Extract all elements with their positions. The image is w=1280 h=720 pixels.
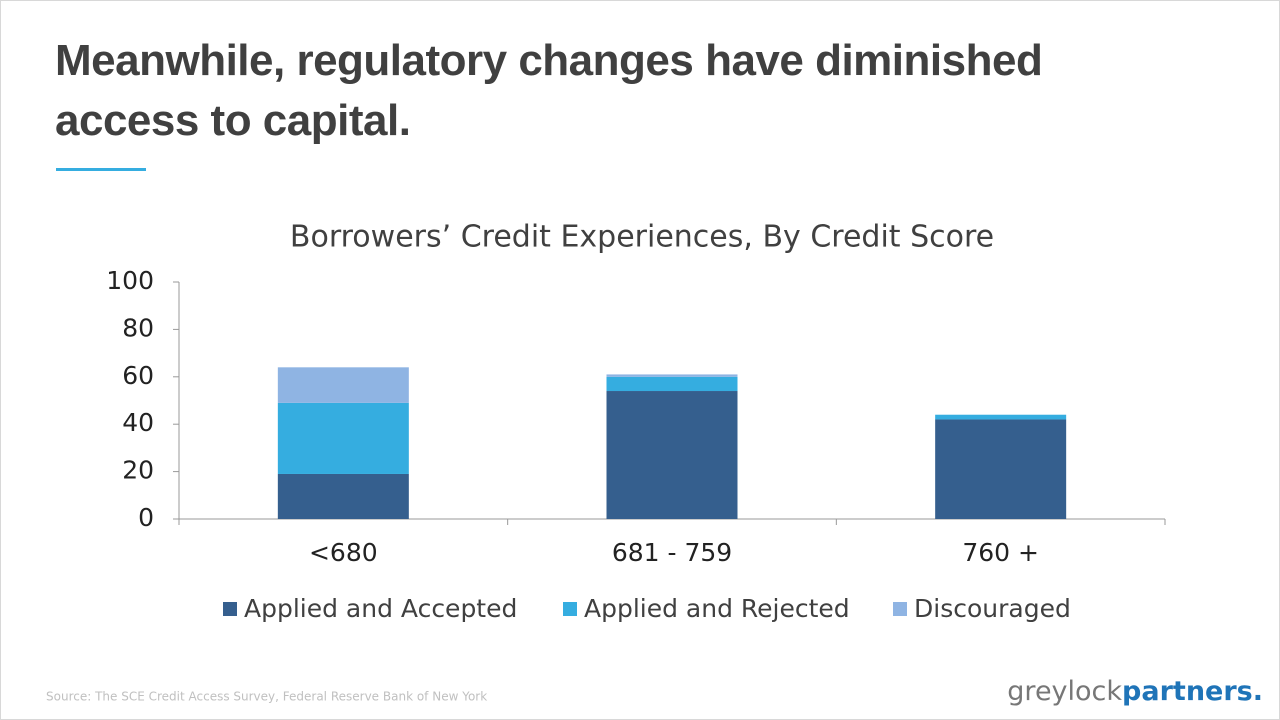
title-underline bbox=[56, 168, 146, 171]
logo-right: partners. bbox=[1122, 676, 1263, 707]
y-tick-label: 100 bbox=[106, 266, 154, 295]
y-tick-label: 80 bbox=[122, 313, 154, 342]
x-tick-label: 760 + bbox=[962, 538, 1039, 567]
legend-label: Discouraged bbox=[914, 594, 1071, 623]
y-tick-label: 0 bbox=[138, 503, 154, 532]
x-tick-label: <680 bbox=[309, 538, 378, 567]
bar-segment bbox=[277, 367, 409, 403]
logo: greylockpartners. bbox=[1007, 676, 1263, 707]
y-tick-label: 60 bbox=[122, 361, 154, 390]
legend-label: Applied and Accepted bbox=[244, 594, 517, 623]
legend-swatch bbox=[563, 602, 577, 616]
legend-swatch bbox=[223, 602, 237, 616]
slide-title: Meanwhile, regulatory changes have dimin… bbox=[55, 36, 1043, 145]
x-tick-label: 681 - 759 bbox=[612, 538, 732, 567]
source: Source: The SCE Credit Access Survey, Fe… bbox=[46, 690, 487, 704]
y-tick-label: 40 bbox=[122, 408, 154, 437]
logo-left: greylock bbox=[1007, 676, 1122, 707]
bar-segment bbox=[606, 391, 738, 519]
bar-segment bbox=[935, 419, 1067, 519]
bar-segment bbox=[277, 473, 409, 519]
legend-label: Applied and Rejected bbox=[584, 594, 850, 623]
bar-segment bbox=[277, 402, 409, 474]
chart-title: Borrowers’ Credit Experiences, By Credit… bbox=[290, 220, 994, 255]
bar-segment bbox=[935, 414, 1067, 420]
legend-swatch bbox=[893, 602, 907, 616]
bar-segment bbox=[606, 374, 738, 377]
bar-segment bbox=[606, 376, 738, 392]
y-tick-label: 20 bbox=[122, 456, 154, 485]
